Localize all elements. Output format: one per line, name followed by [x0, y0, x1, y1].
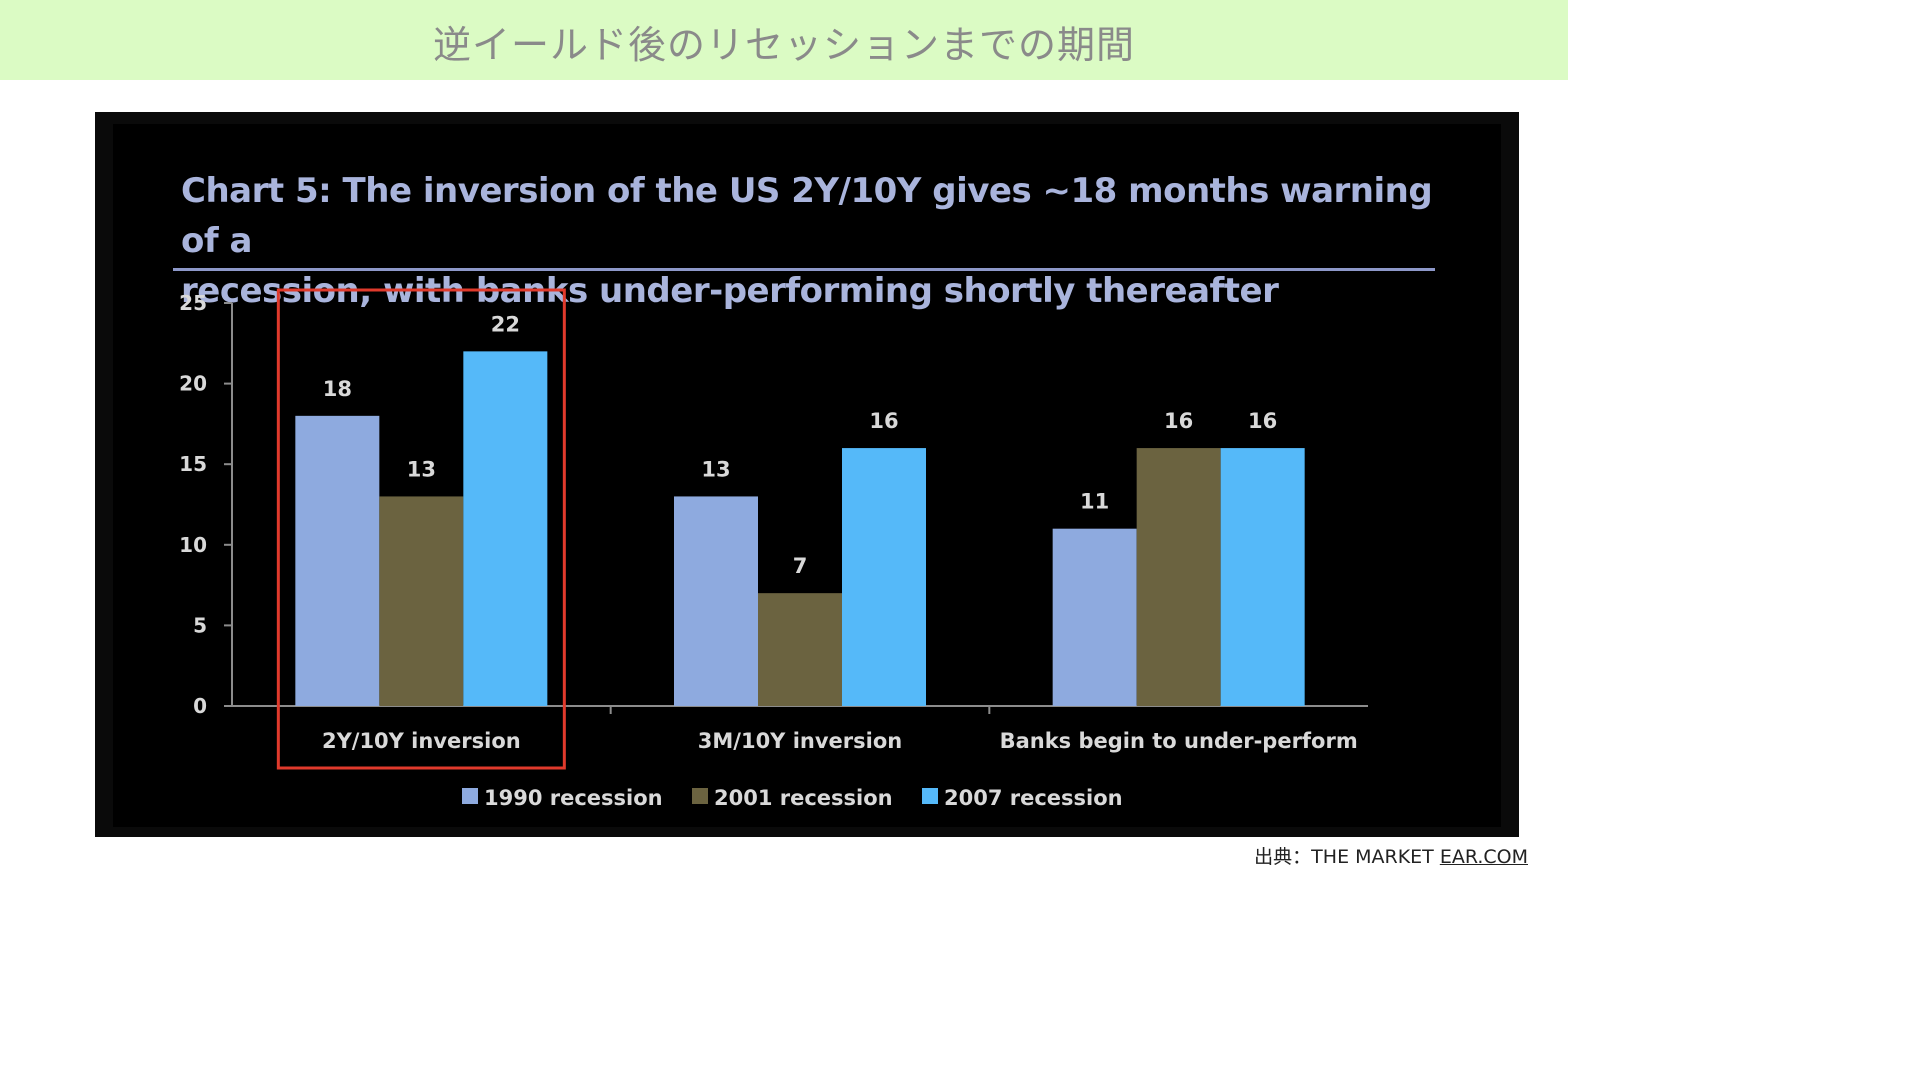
bar [1052, 528, 1137, 706]
source-credit: 出典：THE MARKET EAR.COM [1254, 842, 1528, 869]
legend-swatch [462, 788, 478, 804]
source-link[interactable]: EAR.COM [1439, 846, 1528, 868]
bar [1220, 448, 1305, 706]
x-tick-label: Banks begin to under-perform [1000, 729, 1358, 753]
bar [674, 496, 758, 706]
y-tick-label: 5 [193, 613, 207, 637]
highlight-box [276, 288, 566, 770]
bar [842, 448, 926, 706]
y-tick-label: 25 [179, 291, 207, 315]
y-tick-label: 15 [179, 452, 207, 476]
chart-title-line-1: Chart 5: The inversion of the US 2Y/10Y … [181, 171, 1433, 261]
bar-data-label: 7 [793, 554, 808, 578]
legend-label: 2007 recession [944, 786, 1123, 810]
y-tick-label: 10 [179, 533, 207, 557]
bar-data-label: 16 [1248, 409, 1277, 433]
bar [758, 593, 842, 706]
legend-label: 2001 recession [714, 786, 893, 810]
bar-chart: 0 5 10 15 20 25 18 13 22 2Y/10Y inversion 13 7 16 3M/… [179, 288, 1368, 810]
x-tick-label: 3M/10Y inversion [698, 729, 902, 753]
bar [379, 496, 464, 706]
x-tick-label: 2Y/10Y inversion [322, 729, 521, 753]
bar [295, 415, 380, 706]
legend-swatch [922, 788, 938, 804]
bar-data-label: 13 [407, 457, 436, 481]
bar-data-label: 11 [1080, 490, 1109, 514]
bar-data-label: 16 [1164, 409, 1193, 433]
bar [463, 351, 548, 706]
title-underline [173, 268, 1435, 271]
page-title: 逆イールド後のリセッションまでの期間 [432, 23, 1135, 67]
chart-title: Chart 5: The inversion of the US 2Y/10Y … [181, 166, 1441, 316]
y-tick-label: 0 [193, 694, 207, 718]
y-tick-label: 20 [179, 372, 207, 396]
legend-swatch [692, 788, 708, 804]
legend-label: 1990 recession [484, 786, 663, 810]
bar-data-label: 16 [869, 409, 898, 433]
title-banner: 逆イールド後のリセッションまでの期間 [0, 0, 1568, 80]
source-prefix: 出典：THE MARKET [1254, 846, 1440, 868]
bar [1136, 448, 1221, 706]
bar-data-label: 13 [701, 457, 730, 481]
bar-data-label: 22 [491, 312, 520, 336]
bar-data-label: 18 [323, 377, 352, 401]
